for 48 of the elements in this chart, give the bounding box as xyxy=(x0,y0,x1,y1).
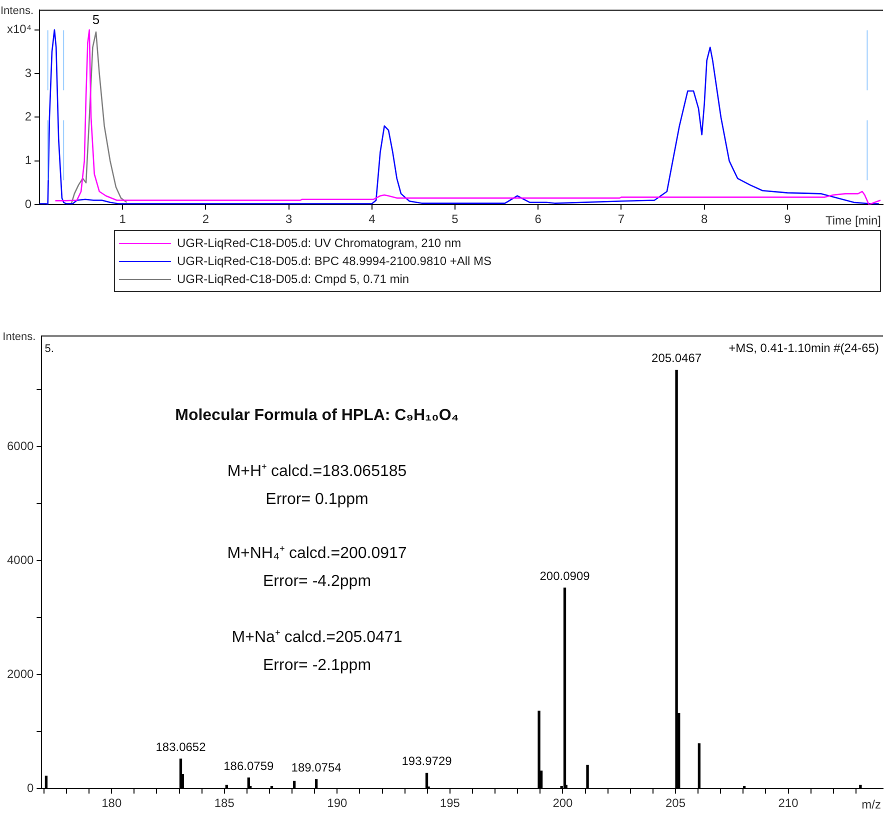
annotation: 5 xyxy=(92,12,100,28)
y-tick-label: 6000 xyxy=(6,438,34,453)
x-tick-label: 4 xyxy=(368,212,376,226)
y-axis-title: Intens. xyxy=(0,5,34,18)
annotation: 200.0909 xyxy=(540,568,590,583)
x-tick-label: 5 xyxy=(452,212,459,226)
annotation: 193.9729 xyxy=(402,754,452,768)
annotation: 5. xyxy=(44,343,54,355)
y-tick-label: 4000 xyxy=(6,552,34,567)
annotation: 205.0467 xyxy=(652,351,702,366)
y-axis-title: Intens. xyxy=(2,331,36,343)
x-tick-label: 2 xyxy=(202,212,210,226)
x-tick-label: 185 xyxy=(214,796,235,810)
x-tick-label: 205 xyxy=(665,796,686,810)
x-tick-label: 1 xyxy=(119,212,126,226)
annotation: 186.0759 xyxy=(224,758,274,773)
x-tick-label: 200 xyxy=(552,796,574,810)
x-tick-label: 7 xyxy=(618,212,625,226)
annotation: Error= -4.2ppm xyxy=(262,573,372,590)
legend-label: UGR-LiqRed-C18-D05.d: UV Chromatogram, 210 nm xyxy=(177,236,462,250)
y-tick-label: 2 xyxy=(24,110,32,124)
x-axis-title: Time [min] xyxy=(825,214,881,228)
annotation: 189.0754 xyxy=(291,760,342,774)
x-axis-title: m/z xyxy=(862,798,881,812)
annotation: Molecular Formula of HPLA: C₉H₁₀O₄ xyxy=(175,407,459,424)
y-tick-label: 1 xyxy=(24,153,32,168)
x-tick-label: 180 xyxy=(102,796,122,810)
x-tick-label: 195 xyxy=(440,796,460,810)
annotation: 183.0652 xyxy=(156,740,206,754)
annotation: Error= -2.1ppm xyxy=(262,657,372,674)
y-tick-label: 2000 xyxy=(6,666,34,681)
annotation: Error= 0.1ppm xyxy=(266,491,368,508)
annotation: M+NH₄⁺ calcd.=200.0917 xyxy=(227,545,407,562)
x-tick-label: 6 xyxy=(534,212,542,226)
x-tick-label: 3 xyxy=(285,212,292,226)
y-tick-label: 0 xyxy=(27,780,34,795)
x-tick-label: 8 xyxy=(700,212,708,226)
legend-label: UGR-LiqRed-C18-D05.d: BPC 48.9994-2100.9810 +All MS xyxy=(177,254,492,268)
y-tick-label: 0 xyxy=(24,196,32,211)
annotation: +MS, 0.41-1.10min #(24-65) xyxy=(728,341,879,355)
y-tick-label: x10⁴ xyxy=(6,22,32,36)
annotation: M+H⁺ calcd.=183.065185 xyxy=(227,463,407,480)
x-tick-label: 9 xyxy=(784,212,792,226)
x-tick-label: 190 xyxy=(327,796,348,810)
legend-label: UGR-LiqRed-C18-D05.d: Cmpd 5, 0.71 min xyxy=(177,272,410,286)
x-tick-label: 210 xyxy=(778,796,799,810)
y-tick-label: 3 xyxy=(24,66,32,80)
annotation: M+Na⁺ calcd.=205.0471 xyxy=(232,629,402,646)
